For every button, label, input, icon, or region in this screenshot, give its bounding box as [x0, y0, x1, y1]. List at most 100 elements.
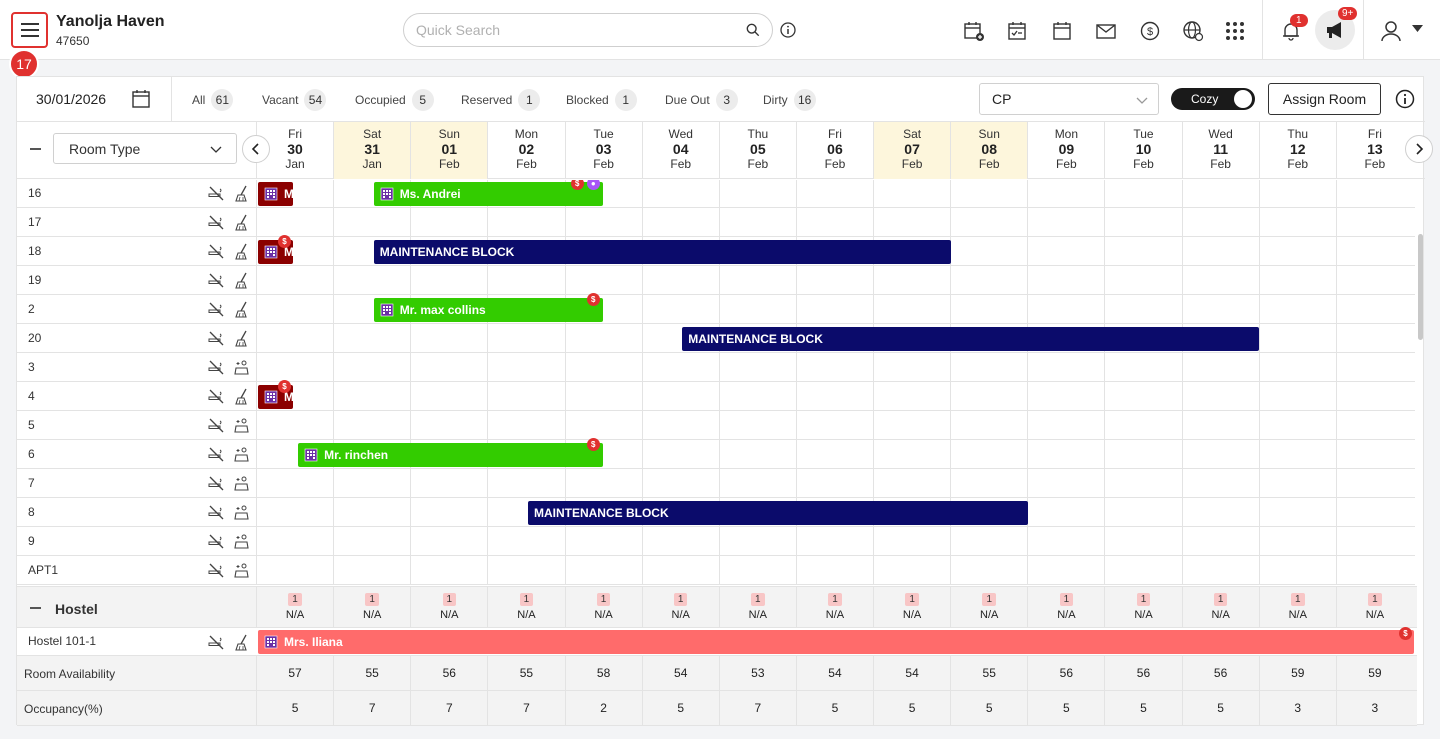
room-date-cell[interactable]	[1258, 180, 1336, 208]
filter-chip-all[interactable]: All 61	[192, 89, 234, 111]
date-column-header[interactable]: Mon 02 Feb	[487, 122, 564, 179]
room-date-cell[interactable]	[1181, 237, 1259, 266]
room-date-cell[interactable]	[1027, 237, 1104, 266]
room-date-cell[interactable]	[1181, 180, 1259, 208]
clean-status-icon[interactable]	[234, 446, 251, 463]
reservation-bar[interactable]: Mr. max collins $	[373, 293, 603, 322]
room-date-cell[interactable]	[1335, 180, 1413, 208]
room-date-cell[interactable]	[641, 180, 719, 208]
room-date-cell[interactable]	[873, 295, 950, 324]
date-column-header[interactable]: Tue 10 Feb	[1104, 122, 1181, 179]
clean-status-icon[interactable]	[234, 359, 251, 376]
date-column-header[interactable]: Sat 07 Feb	[873, 122, 951, 179]
room-date-cell[interactable]	[873, 180, 950, 208]
room-date-cell[interactable]	[873, 527, 950, 556]
room-date-cell[interactable]	[795, 411, 873, 440]
room-date-cell[interactable]	[795, 295, 873, 324]
room-date-cell[interactable]	[1181, 353, 1259, 382]
room-date-cell[interactable]	[410, 353, 487, 382]
room-date-cell[interactable]	[564, 411, 642, 440]
clean-status-icon[interactable]	[234, 533, 251, 550]
room-date-cell[interactable]	[1104, 469, 1181, 498]
room-date-cell[interactable]	[641, 527, 719, 556]
room-date-cell[interactable]	[1258, 237, 1336, 266]
room-date-cell[interactable]	[795, 556, 873, 585]
room-date-cell[interactable]	[1335, 353, 1413, 382]
room-date-cell[interactable]	[950, 440, 1027, 469]
date-column-header[interactable]: Sat 31 Jan	[333, 122, 411, 179]
cozy-view-toggle[interactable]: Cozy	[1171, 88, 1255, 110]
room-date-cell[interactable]	[256, 237, 333, 266]
room-date-cell[interactable]	[795, 527, 873, 556]
room-date-cell[interactable]	[410, 382, 487, 411]
room-date-cell[interactable]	[1104, 180, 1181, 208]
room-date-cell[interactable]	[1181, 527, 1259, 556]
date-column-header[interactable]: Fri 13 Feb	[1335, 122, 1413, 179]
room-date-cell[interactable]	[410, 208, 487, 237]
room-date-cell[interactable]	[718, 353, 796, 382]
room-date-cell[interactable]	[410, 266, 487, 295]
search-icon[interactable]	[746, 23, 760, 37]
room-date-cell[interactable]	[410, 469, 487, 498]
room-date-cell[interactable]	[564, 266, 642, 295]
menu-button[interactable]	[11, 12, 48, 48]
room-date-cell[interactable]	[1258, 527, 1336, 556]
room-date-cell[interactable]	[641, 556, 719, 585]
room-date-cell[interactable]	[1104, 440, 1181, 469]
room-date-cell[interactable]	[1335, 440, 1413, 469]
room-date-cell[interactable]	[1181, 556, 1259, 585]
room-date-cell[interactable]	[950, 382, 1027, 411]
room-date-cell[interactable]	[1104, 295, 1181, 324]
date-column-header[interactable]: Fri 06 Feb	[795, 122, 873, 179]
prev-dates-button[interactable]	[242, 135, 270, 163]
room-date-cell[interactable]	[333, 382, 410, 411]
room-date-cell[interactable]	[1258, 324, 1336, 353]
room-date-cell[interactable]	[873, 440, 950, 469]
globe-icon[interactable]	[1182, 20, 1204, 42]
room-date-cell[interactable]	[1104, 411, 1181, 440]
room-date-cell[interactable]	[1104, 353, 1181, 382]
room-date-cell[interactable]	[1104, 556, 1181, 585]
room-date-cell[interactable]	[950, 411, 1027, 440]
room-date-cell[interactable]	[1104, 498, 1181, 527]
room-date-cell[interactable]	[950, 353, 1027, 382]
room-date-cell[interactable]	[718, 411, 796, 440]
room-date-cell[interactable]	[1335, 411, 1413, 440]
room-date-cell[interactable]	[410, 498, 487, 527]
filter-chip-dirty[interactable]: Dirty 16	[763, 89, 816, 111]
room-date-cell[interactable]	[1181, 208, 1259, 237]
room-date-cell[interactable]	[487, 324, 564, 353]
dirty-status-icon[interactable]	[234, 634, 251, 651]
room-date-cell[interactable]	[1104, 266, 1181, 295]
date-column-header[interactable]: Wed 04 Feb	[641, 122, 719, 179]
room-date-cell[interactable]	[410, 556, 487, 585]
room-date-cell[interactable]	[950, 469, 1027, 498]
room-date-cell[interactable]	[1258, 353, 1336, 382]
room-date-cell[interactable]	[950, 556, 1027, 585]
room-date-cell[interactable]	[1027, 180, 1104, 208]
reservation-bar[interactable]: M $	[258, 380, 294, 409]
new-reservation-icon[interactable]	[963, 20, 985, 42]
maintenance-block[interactable]: MAINTENANCE BLOCK	[373, 240, 951, 264]
room-date-cell[interactable]	[410, 324, 487, 353]
filter-chip-occupied[interactable]: Occupied 5	[355, 89, 434, 111]
room-date-cell[interactable]	[873, 208, 950, 237]
room-date-cell[interactable]	[1258, 295, 1336, 324]
room-date-cell[interactable]	[1335, 469, 1413, 498]
room-date-cell[interactable]	[1027, 353, 1104, 382]
room-date-cell[interactable]	[795, 469, 873, 498]
filter-chip-reserved[interactable]: Reserved 1	[461, 89, 541, 111]
room-date-cell[interactable]	[641, 411, 719, 440]
room-date-cell[interactable]	[795, 382, 873, 411]
room-date-cell[interactable]	[950, 295, 1027, 324]
room-date-cell[interactable]	[1027, 266, 1104, 295]
room-date-cell[interactable]	[1104, 208, 1181, 237]
caret-down-icon[interactable]	[1412, 25, 1423, 33]
room-date-cell[interactable]	[1027, 440, 1104, 469]
room-date-cell[interactable]	[487, 266, 564, 295]
dirty-status-icon[interactable]	[234, 185, 251, 202]
room-date-cell[interactable]	[256, 411, 333, 440]
room-date-cell[interactable]	[1027, 556, 1104, 585]
room-type-select[interactable]: Room Type	[53, 133, 237, 164]
room-date-cell[interactable]	[333, 266, 410, 295]
